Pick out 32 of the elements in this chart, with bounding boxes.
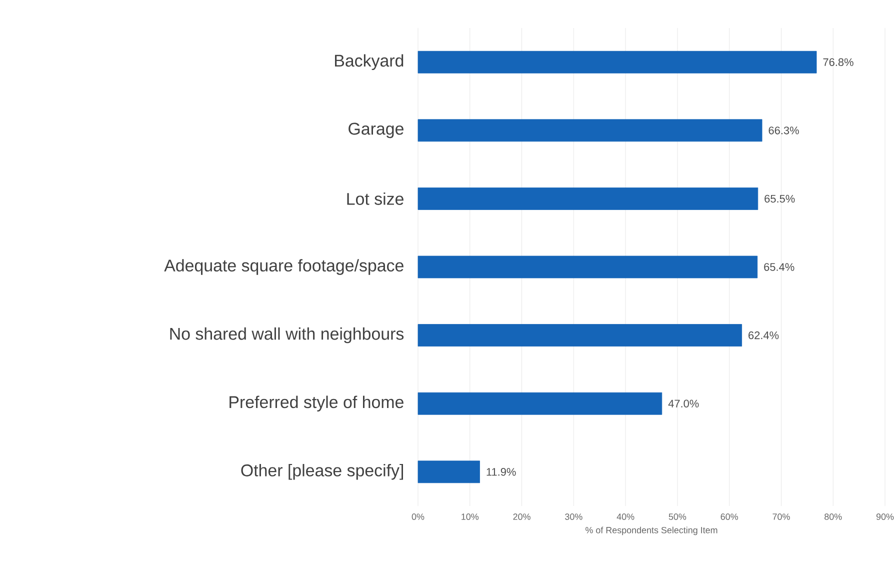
x-tick-label: 0%: [412, 514, 424, 520]
y-tick-label: Preferred style of home: [230, 396, 404, 412]
data-label: 76.8%: [823, 58, 854, 66]
bar: [418, 50, 817, 74]
y-tick-label: Backyard: [335, 54, 404, 70]
bar: [418, 392, 662, 415]
y-tick-label: Garage: [348, 122, 404, 138]
x-tick-label: 60%: [720, 514, 738, 520]
bar: [418, 460, 480, 484]
data-label: 65.4%: [764, 263, 794, 271]
bar: [418, 324, 742, 346]
bar: [418, 119, 762, 142]
y-tick-label: Adequate square footage/space: [164, 259, 404, 275]
x-tick-label: 90%: [876, 514, 894, 520]
x-tick-label: 40%: [616, 514, 634, 520]
data-label: 66.3%: [768, 126, 799, 134]
data-label: 47.0%: [668, 400, 699, 408]
data-label: 62.4%: [748, 331, 779, 340]
data-label: 65.5%: [764, 194, 795, 203]
data-label: 11.9%: [486, 468, 516, 476]
x-tick-label: 80%: [824, 514, 842, 520]
x-tick-label: 10%: [462, 514, 479, 520]
bar: [418, 256, 758, 278]
x-tick-label: 50%: [668, 514, 686, 520]
x-tick-label: 20%: [513, 514, 530, 520]
x-tick-label: 70%: [772, 514, 790, 520]
bar: [418, 188, 758, 210]
y-tick-label: Other [please specify]: [241, 464, 403, 480]
y-tick-label: Lot size: [347, 192, 404, 205]
y-tick-label: No shared wall with neighbours: [170, 327, 404, 344]
x-axis-title: % of Respondents Selecting Item: [586, 526, 718, 536]
x-tick-label: 30%: [565, 514, 582, 520]
